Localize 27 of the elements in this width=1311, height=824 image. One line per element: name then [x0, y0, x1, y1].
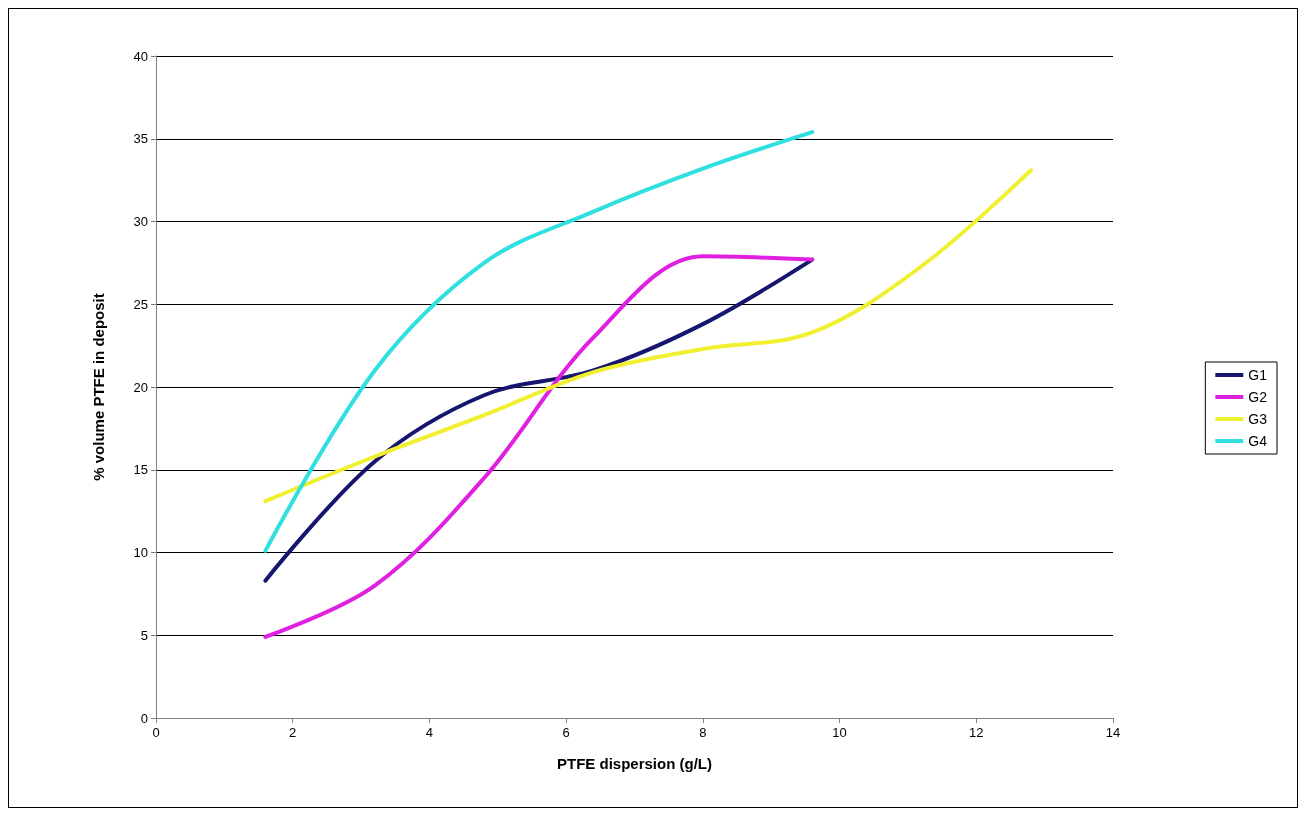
x-axis-title: PTFE dispersion (g/L): [556, 755, 713, 772]
y-tick-label: 10: [133, 545, 148, 560]
y-tick-label: 5: [140, 627, 148, 643]
legend-label: G3: [1248, 411, 1268, 427]
y-tick-label: 25: [133, 296, 148, 312]
legend-label: G1: [1248, 367, 1268, 383]
legend-label: G4: [1248, 433, 1268, 449]
y-tick-label: 0: [140, 710, 148, 726]
y-tick-label: 20: [133, 379, 148, 395]
y-tick-label: 30: [133, 214, 148, 229]
x-tick-label: 0: [152, 725, 160, 740]
legend-label: G2: [1248, 389, 1268, 405]
x-tick-label: 12: [969, 725, 984, 740]
y-tick-label: 15: [133, 462, 148, 478]
y-tick-label: 40: [133, 48, 148, 64]
y-tick-label: 35: [133, 131, 148, 147]
line-series: [263, 257, 815, 583]
line-series: [263, 168, 1033, 504]
x-tick-label: 14: [1105, 725, 1121, 740]
x-tick-label: 8: [699, 725, 707, 740]
y-axis-title: % volume PTFE in deposit: [90, 293, 107, 481]
x-tick-label: 6: [562, 725, 570, 740]
x-tick-label: 2: [289, 725, 297, 740]
line-series: [263, 130, 815, 553]
line-series: [263, 254, 815, 639]
x-tick-label: 4: [425, 725, 434, 740]
x-tick-label: 10: [832, 725, 847, 740]
